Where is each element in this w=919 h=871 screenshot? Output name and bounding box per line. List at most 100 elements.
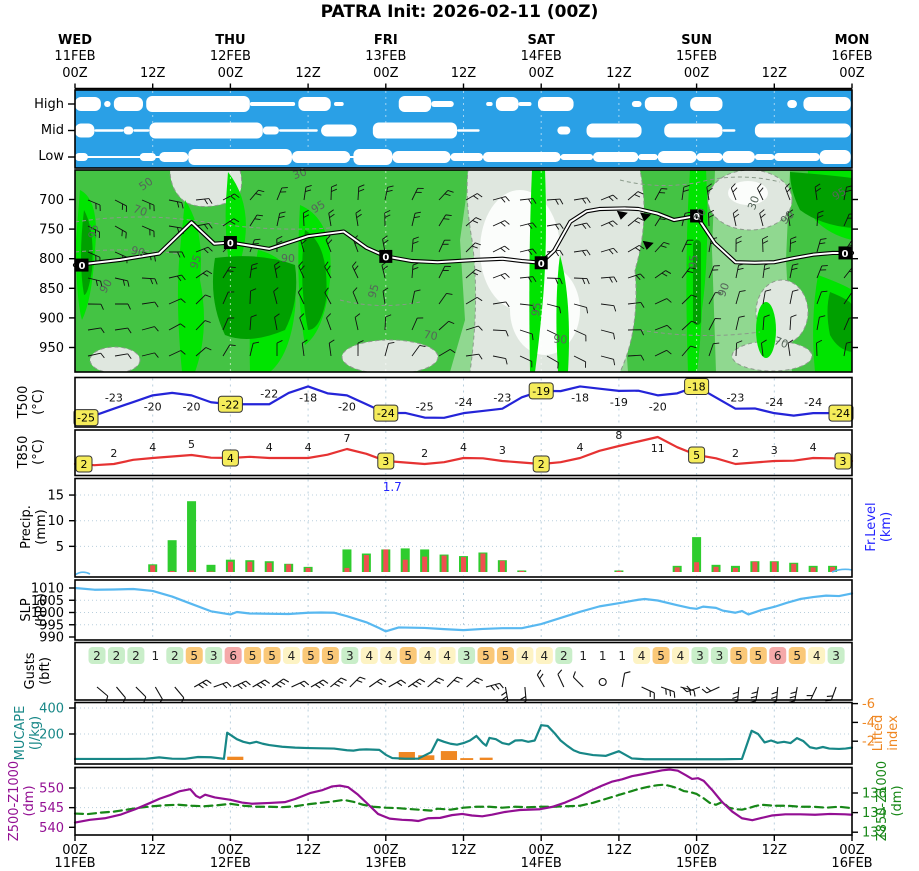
z500-tick-label: 545 — [39, 801, 64, 816]
cloud-bar — [75, 153, 88, 161]
precip-bar-convective — [675, 567, 680, 572]
gust-value: 3 — [716, 649, 724, 663]
t850-value: 4 — [149, 441, 156, 454]
t850-value: 4 — [266, 441, 273, 454]
gust-value: 5 — [657, 649, 665, 663]
cloud-bar — [124, 127, 134, 135]
precip-tick-label: 5 — [56, 540, 64, 555]
t850-value: 4 — [460, 441, 467, 454]
contour-label: 95 — [86, 223, 101, 239]
precip-bar-convective — [364, 555, 369, 572]
pressure-tick-label: 800 — [39, 252, 64, 267]
precip-bar-convective — [442, 556, 447, 572]
contour-label: 70 — [423, 328, 439, 343]
cloud-bar — [353, 149, 392, 165]
z850-axis-label-text: Z850-Z1000 — [876, 761, 891, 841]
line-shape — [852, 268, 858, 269]
gust-value: 2 — [171, 649, 179, 663]
cloud-bar — [188, 149, 292, 165]
t500-value: -23 — [726, 392, 744, 405]
gust-value: 5 — [482, 649, 490, 663]
z850-axis-label: Z850-Z1000 (dm) — [874, 736, 908, 866]
t850-value: 3 — [840, 455, 847, 468]
t850-value: 2 — [538, 458, 545, 471]
frlevel-annotation: 1.7 — [383, 480, 402, 494]
gust-value: 3 — [463, 649, 471, 663]
cloud-row-label-mid: Mid — [0, 123, 64, 138]
cloud-bar — [75, 124, 94, 138]
gust-value: 4 — [677, 649, 685, 663]
cloud-bar — [133, 129, 149, 131]
cloud-bar — [803, 97, 850, 111]
gust-value: 3 — [832, 649, 840, 663]
t850-value: 5 — [188, 438, 195, 451]
cloud-bar — [250, 102, 295, 106]
cloud-bar — [632, 101, 642, 107]
lifted-index-bar — [441, 751, 457, 760]
cloud-bar — [820, 150, 851, 164]
t500-value: -19 — [610, 396, 628, 409]
precip-bar-convective — [461, 557, 466, 572]
pressure-tick-label: 850 — [39, 282, 64, 297]
pressure-tick-label: 900 — [39, 311, 64, 326]
panel-bg — [75, 703, 852, 765]
gust-value: 3 — [696, 649, 704, 663]
cloud-bar — [587, 124, 642, 138]
precip-bar-total — [168, 540, 177, 572]
cloud-bar — [755, 124, 851, 138]
gust-value: 1 — [618, 649, 626, 663]
precip-axis-label-text: Precip. — [20, 505, 35, 549]
cloud-bar — [146, 96, 250, 112]
precip-bar-convective — [422, 557, 427, 572]
t500-value: -24 — [455, 396, 473, 409]
line-shape — [558, 362, 559, 368]
t850-value: 3 — [499, 444, 506, 457]
gust-value: 4 — [365, 649, 373, 663]
cloud-bar — [593, 152, 638, 162]
line-shape — [666, 689, 667, 695]
precip-bar-convective — [791, 564, 796, 572]
t850-value: 5 — [693, 449, 700, 462]
line-shape — [250, 291, 251, 304]
gust-value: 5 — [249, 649, 257, 663]
gust-value: 3 — [210, 649, 218, 663]
cloud-bar — [664, 124, 722, 138]
precip-bar-convective — [267, 563, 272, 572]
line-shape — [736, 343, 737, 356]
gust-value: 2 — [113, 649, 121, 663]
cloud-bar — [483, 152, 561, 162]
cloud-bar — [298, 97, 330, 111]
line-shape — [827, 696, 833, 697]
line-shape — [674, 692, 675, 698]
cloud-bar — [755, 154, 774, 160]
t850-value: 4 — [305, 441, 312, 454]
gust-value: 6 — [774, 649, 782, 663]
precip-bar-convective — [208, 571, 213, 572]
precip-bar-convective — [189, 570, 194, 572]
t850-value: 2 — [110, 447, 117, 460]
precip-bar-convective — [247, 562, 252, 572]
cloud-bar — [94, 129, 123, 131]
t850-value: 2 — [81, 458, 88, 471]
precip-axis-unit: (mm) — [35, 509, 50, 544]
gust-value: 2 — [93, 649, 101, 663]
frlevel-axis-unit: (km) — [880, 512, 895, 542]
gust-value: 5 — [404, 649, 412, 663]
z500-axis-label-text: Z500-Z1000 — [8, 761, 23, 841]
precip-bar-convective — [616, 571, 621, 572]
panel-t500: -25-23-20-20-22-22-18-20-24-25-24-23-19-… — [74, 378, 853, 428]
t850-value: 4 — [810, 441, 817, 454]
precip-bar-convective — [228, 562, 233, 572]
cloud-bar — [321, 125, 357, 137]
gust-value: 2 — [132, 649, 140, 663]
cloud-row-label-low: Low — [0, 149, 64, 164]
precip-bar-convective — [500, 561, 505, 572]
line-shape — [303, 213, 304, 226]
cloud-bar — [114, 97, 143, 111]
t850-value: 2 — [421, 447, 428, 460]
gust-value: 4 — [385, 649, 393, 663]
t500-value: -19 — [532, 385, 550, 398]
gust-value: 4 — [424, 649, 432, 663]
zero-line-value: 0 — [79, 261, 86, 272]
